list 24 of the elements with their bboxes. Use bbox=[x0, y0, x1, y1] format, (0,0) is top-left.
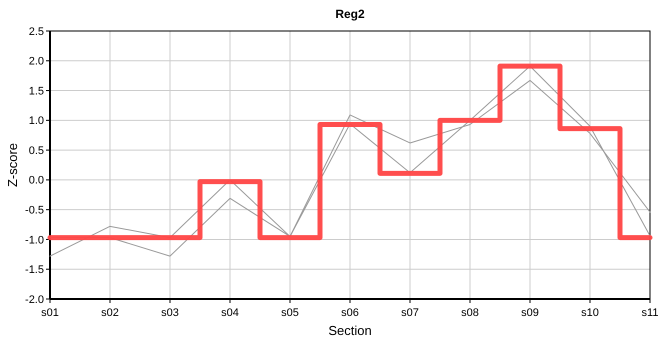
x-tick-label: s07 bbox=[401, 307, 419, 319]
x-tick-label: s08 bbox=[461, 307, 479, 319]
y-tick-label: -1.0 bbox=[25, 234, 44, 246]
y-tick-label: 0.5 bbox=[28, 144, 44, 157]
x-tick-label: s06 bbox=[341, 307, 359, 319]
y-tick-label: 2.0 bbox=[28, 56, 44, 68]
y-tick-label: 1.5 bbox=[28, 85, 44, 98]
x-tick-label: s04 bbox=[221, 307, 239, 319]
x-tick-label: s02 bbox=[101, 307, 119, 319]
y-tick-label: 1.0 bbox=[28, 115, 44, 128]
y-tick-label: -1.5 bbox=[25, 264, 44, 276]
x-tick-label: s03 bbox=[161, 307, 179, 319]
y-axis-title: Z-score bbox=[5, 142, 20, 188]
x-tick-label: s11 bbox=[642, 307, 658, 319]
x-tick-label: s05 bbox=[281, 307, 299, 319]
x-tick-label: s09 bbox=[521, 307, 539, 319]
y-tick-label: -0.5 bbox=[25, 204, 44, 217]
y-tick-label: 0.0 bbox=[28, 174, 44, 187]
x-axis-title: Section bbox=[328, 323, 372, 338]
x-tick-label: s01 bbox=[41, 307, 59, 319]
x-tick-label: s10 bbox=[581, 307, 599, 319]
chart-title: Reg2 bbox=[335, 7, 365, 21]
y-tick-label: 2.5 bbox=[28, 26, 44, 38]
y-tick-label: -2.0 bbox=[25, 294, 44, 306]
